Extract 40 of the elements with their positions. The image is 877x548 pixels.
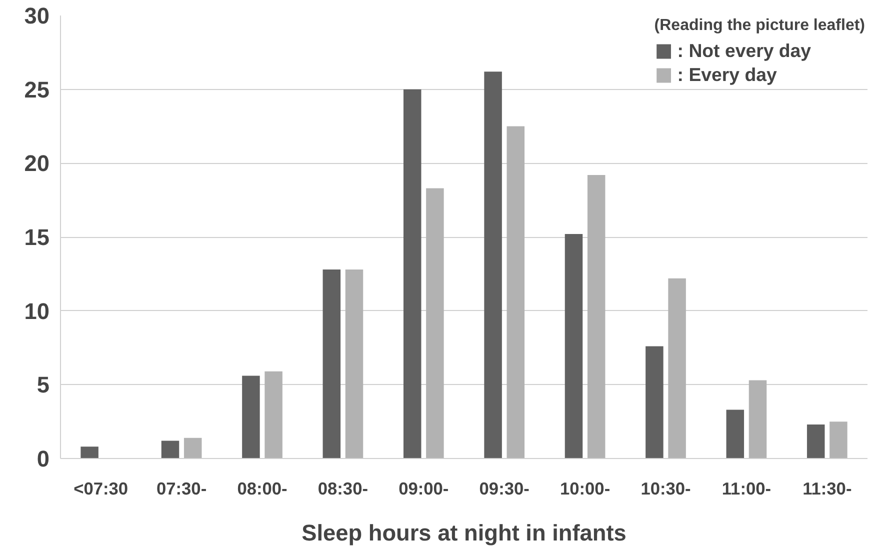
bar	[726, 410, 744, 458]
y-tick-label: 15	[24, 224, 50, 250]
x-tick-label: 08:30-	[318, 478, 368, 498]
y-tick-label: 0	[36, 446, 50, 472]
x-axis-title: Sleep hours at night in infants	[302, 520, 626, 546]
bar	[564, 234, 583, 458]
x-tick-label: 08:00-	[237, 478, 288, 498]
y-tick-label: 30	[24, 2, 50, 28]
legend-title: (Reading the picture leaflet)	[654, 17, 865, 35]
bar	[80, 446, 98, 458]
y-tick-label: 25	[24, 76, 50, 102]
bar	[484, 72, 502, 458]
bar	[830, 422, 848, 458]
legend-label: : Not every day	[677, 40, 812, 62]
bar	[426, 188, 444, 458]
y-tick-label: 20	[24, 150, 50, 176]
x-tick-label: 11:00-	[722, 478, 772, 498]
x-tick-label: 07:30-	[156, 478, 207, 498]
x-tick-label: 09:00-	[398, 478, 449, 498]
bar	[587, 174, 606, 458]
bar	[184, 438, 202, 458]
bar	[264, 371, 282, 458]
x-tick-label: 11:30-	[802, 478, 852, 498]
bar	[646, 346, 664, 458]
bar	[322, 269, 341, 458]
x-tick-label: 10:00-	[560, 478, 610, 498]
bar	[403, 89, 422, 458]
bar	[806, 424, 825, 458]
x-tick-label: <07:30	[74, 478, 128, 498]
y-tick-label: 10	[24, 298, 50, 324]
bar	[345, 269, 364, 458]
bar	[161, 440, 180, 458]
bar	[506, 126, 525, 458]
y-tick-label: 5	[36, 372, 50, 398]
bar	[748, 380, 767, 458]
x-tick-label: 10:30-	[640, 478, 692, 498]
legend-label: : Every day	[677, 64, 777, 86]
bar	[242, 376, 260, 458]
bar	[668, 278, 686, 458]
x-tick-label: 09:30-	[479, 478, 530, 498]
